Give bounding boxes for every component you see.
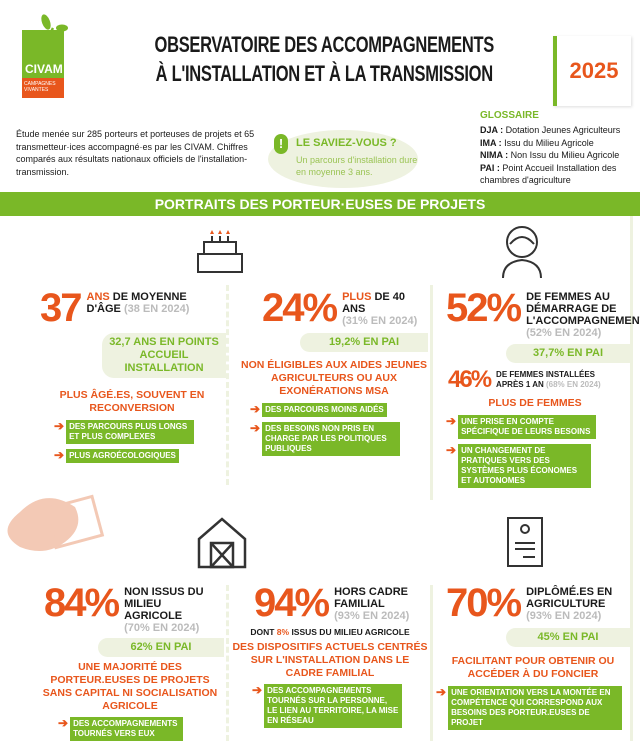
stat-label: ANS DE MOYENNE D'ÂGE (38 EN 2024): [86, 291, 190, 315]
year-badge: 2025: [553, 36, 631, 106]
divider: [430, 585, 433, 741]
dont-text: DONT 8% ISSUS DU MILIEU AGRICOLE: [250, 627, 410, 637]
diploma-icon: [507, 517, 543, 567]
conclusion-text: FACILITANT POUR OBTENIR OU ACCÉDER À DU …: [451, 655, 615, 680]
arrow-icon: ➔: [446, 443, 457, 457]
pai-stat: 45% EN PAI: [506, 628, 630, 647]
conclusion-text: DES DISPOSITIFS ACTUELS CENTRÉS SUR L'IN…: [232, 641, 428, 679]
stat-head: 52% DE FEMMES AU DÉMARRAGE DE L'ACCOMPAG…: [440, 286, 640, 339]
barn-icon: [197, 517, 247, 569]
section-banner: PORTRAITS DES PORTEUR·EUSES DE PROJETS: [0, 192, 640, 216]
bullet-item: ➔ DES PARCOURS PLUS LONGS ET PLUS COMPLEX…: [54, 420, 194, 444]
bullet-item: ➔ DES ACCOMPAGNEMENTS TOURNÉS VERS EUX: [58, 717, 183, 741]
bullet-item: ➔ UNE ORIENTATION VERS LA MONTÉE EN COMPÉ…: [436, 686, 622, 730]
arrow-icon: ➔: [58, 716, 69, 730]
stat-number-secondary: 46%: [448, 366, 492, 393]
stat-head: 37 ANS DE MOYENNE D'ÂGE (38 EN 2024): [40, 288, 224, 328]
stat-head: 24% PLUS DE 40 ANS (31% EN 2024): [240, 288, 428, 328]
conclusion-text: PLUS DE FEMMES: [488, 397, 582, 409]
saviez-text: Un parcours d'installation dure en moyen…: [296, 155, 418, 177]
logo-text: CIVAM: [25, 62, 63, 76]
bullet-item: ➔ DES PARCOURS MOINS AIDÉS: [250, 403, 428, 417]
stat-card: 52% DE FEMMES AU DÉMARRAGE DE L'ACCOMPAG…: [440, 286, 640, 488]
glossary-title: GLOSSAIRE: [480, 110, 539, 121]
glossary-item: DJA : Dotation Jeunes Agriculteurs: [480, 125, 621, 135]
stat-number: 52%: [446, 286, 522, 330]
glossary-item: NIMA : Non Issu du Milieu Agricole: [480, 150, 620, 160]
arrow-icon: ➔: [250, 421, 261, 435]
conclusion-text: NON ÉLIGIBLES AUX AIDES JEUNES AGRICULTE…: [241, 359, 427, 397]
civam-logo: CIVAM CAMPAGNES VIVANTES: [22, 14, 68, 102]
stat-number: 24%: [262, 286, 338, 330]
bullet-item: ➔ DES ACCOMPAGNEMENTS TOURNÉS SUR LA PERS…: [252, 684, 402, 728]
title-line-2: À L'INSTALLATION ET À LA TRANSMISSION: [155, 61, 493, 86]
exclamation-icon: !: [274, 134, 288, 154]
pai-stat: 62% EN PAI: [98, 638, 224, 657]
stat-head: 84% NON ISSUS DU MILIEU AGRICOLE (70% EN …: [36, 583, 224, 634]
arrow-icon: ➔: [252, 683, 263, 697]
pai-stat: 32,7 ANS EN POINTS ACCUEIL INSTALLATION: [102, 333, 226, 378]
bullet-item: ➔ DES BESOINS NON PRIS EN CHARGE PAR LES …: [250, 422, 400, 456]
glossary-item: PAI : Point Accueil Installation des cha…: [480, 162, 617, 186]
title-line-1: OBSERVATOIRE DES ACCOMPAGNEMENTS: [154, 32, 495, 57]
intro-text: Étude menée sur 285 porteurs et porteuse…: [16, 129, 255, 177]
divider: [430, 285, 433, 500]
logo-subtext: CAMPAGNES VIVANTES: [22, 78, 64, 98]
bullet-item: ➔ UN CHANGEMENT DE PRATIQUES VERS DES SYS…: [446, 444, 591, 488]
stat-card: 24% PLUS DE 40 ANS (31% EN 2024) 19,2% EN…: [240, 288, 428, 456]
stat-number: 94%: [254, 581, 330, 625]
divider: [630, 216, 633, 741]
divider: [226, 585, 229, 741]
stat-number: 70%: [446, 581, 522, 625]
stat-label: HORS CADRE FAMILIAL (93% EN 2024): [334, 586, 410, 622]
arrow-icon: ➔: [446, 414, 457, 428]
woman-icon: [502, 226, 542, 279]
page-title: OBSERVATOIRE DES ACCOMPAGNEMENTS À L'INS…: [118, 30, 531, 88]
arrow-icon: ➔: [54, 448, 65, 462]
pai-stat: 37,7% EN PAI: [506, 344, 630, 363]
stat-label: PLUS DE 40 ANS (31% EN 2024): [342, 291, 418, 327]
glossary-item: IMA : Issu du Milieu Agricole: [480, 137, 594, 148]
divider: [226, 285, 229, 485]
arrow-icon: ➔: [436, 685, 447, 699]
stat-head-secondary: 46% DE FEMMES INSTALLÉES APRÈS 1 AN (68%…: [440, 368, 630, 392]
stat-card: 84% NON ISSUS DU MILIEU AGRICOLE (70% EN …: [36, 583, 224, 741]
arrow-icon: ➔: [54, 419, 65, 433]
conclusion-text: UNE MAJORITÉ DES PORTEUR.EUSES DE PROJET…: [42, 661, 218, 712]
hand-drawing-icon: [7, 494, 105, 551]
stat-label: DE FEMMES AU DÉMARRAGE DE L'ACCOMPAGNEME…: [526, 291, 640, 339]
stat-label: DIPLÔMÉ.ES EN AGRICULTURE (93% EN 2024): [526, 586, 613, 622]
saviez-title: LE SAVIEZ-VOUS ?: [296, 137, 397, 149]
stat-card: 94% HORS CADRE FAMILIAL (93% EN 2024) DON…: [232, 583, 428, 728]
cake-icon: [197, 230, 243, 273]
bullet-item: ➔ UNE PRISE EN COMPTE SPÉCIFIQUE DE LEURS…: [446, 415, 596, 439]
saviez-bubble: [268, 130, 418, 188]
conclusion-text: PLUS ÂGÉ.ES, SOUVENT EN RECONVERSION: [59, 389, 205, 414]
stat-number: 37: [40, 286, 82, 330]
glossary-list: DJA : Dotation Jeunes Agriculteurs IMA :…: [480, 124, 638, 187]
bullet-item: ➔ PLUS AGROÉCOLOGIQUES: [54, 449, 224, 463]
stat-card: 70% DIPLÔMÉ.ES EN AGRICULTURE (93% EN 202…: [436, 583, 630, 730]
stat-card: 37 ANS DE MOYENNE D'ÂGE (38 EN 2024) 32,…: [40, 288, 226, 463]
stat-number: 84%: [44, 581, 120, 625]
pai-stat: 19,2% EN PAI: [300, 333, 428, 352]
stat-label: NON ISSUS DU MILIEU AGRICOLE (70% EN 2024…: [124, 586, 204, 634]
stat-label-secondary: DE FEMMES INSTALLÉES APRÈS 1 AN (68% EN …: [496, 370, 601, 389]
stat-head: 70% DIPLÔMÉ.ES EN AGRICULTURE (93% EN 202…: [436, 583, 630, 623]
stat-head: 94% HORS CADRE FAMILIAL (93% EN 2024): [232, 583, 428, 623]
arrow-icon: ➔: [250, 402, 261, 416]
